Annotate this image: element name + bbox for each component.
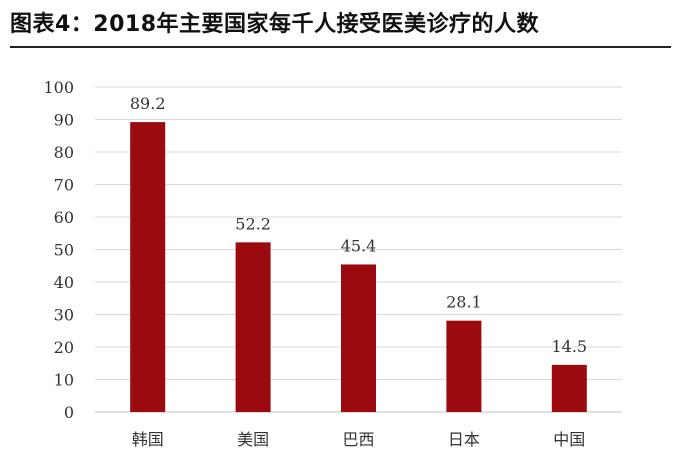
y-tick-label: 90 xyxy=(54,111,74,130)
y-tick-label: 50 xyxy=(54,241,74,260)
data-label: 14.5 xyxy=(551,337,587,356)
category-label: 韩国 xyxy=(132,430,164,449)
y-tick-label: 0 xyxy=(64,403,74,422)
y-tick-label: 70 xyxy=(54,176,74,195)
bar-4 xyxy=(446,320,482,412)
bars xyxy=(130,122,587,412)
data-labels: 89.2 52.2 45.4 28.1 14.5 xyxy=(130,94,587,356)
y-tick-label: 10 xyxy=(54,371,74,390)
data-label: 52.2 xyxy=(235,214,271,233)
y-tick-label: 80 xyxy=(54,143,74,162)
bar-3 xyxy=(341,264,376,412)
y-tick-label: 20 xyxy=(54,338,74,357)
title-divider xyxy=(10,46,671,48)
y-tick-label: 100 xyxy=(43,78,74,97)
category-label: 巴西 xyxy=(342,430,374,449)
y-tick-label: 60 xyxy=(54,208,74,227)
data-label: 89.2 xyxy=(130,94,166,113)
y-axis-ticks: 0 10 20 30 40 50 60 70 80 90 100 xyxy=(43,78,74,422)
bar-1 xyxy=(130,122,166,412)
data-label: 28.1 xyxy=(446,293,482,312)
bar-5 xyxy=(551,364,587,412)
data-label: 45.4 xyxy=(341,236,377,255)
chart-title: 图表4：2018年主要国家每千人接受医美诊疗的人数 xyxy=(10,12,540,37)
category-label: 中国 xyxy=(553,430,585,449)
y-tick-label: 40 xyxy=(54,273,74,292)
category-label: 日本 xyxy=(448,430,480,449)
x-axis-categories: 韩国 美国 巴西 日本 中国 xyxy=(132,430,586,449)
y-tick-label: 30 xyxy=(54,306,74,325)
category-label: 美国 xyxy=(237,430,269,449)
grid-lines xyxy=(95,86,622,413)
bar-2 xyxy=(235,242,271,412)
